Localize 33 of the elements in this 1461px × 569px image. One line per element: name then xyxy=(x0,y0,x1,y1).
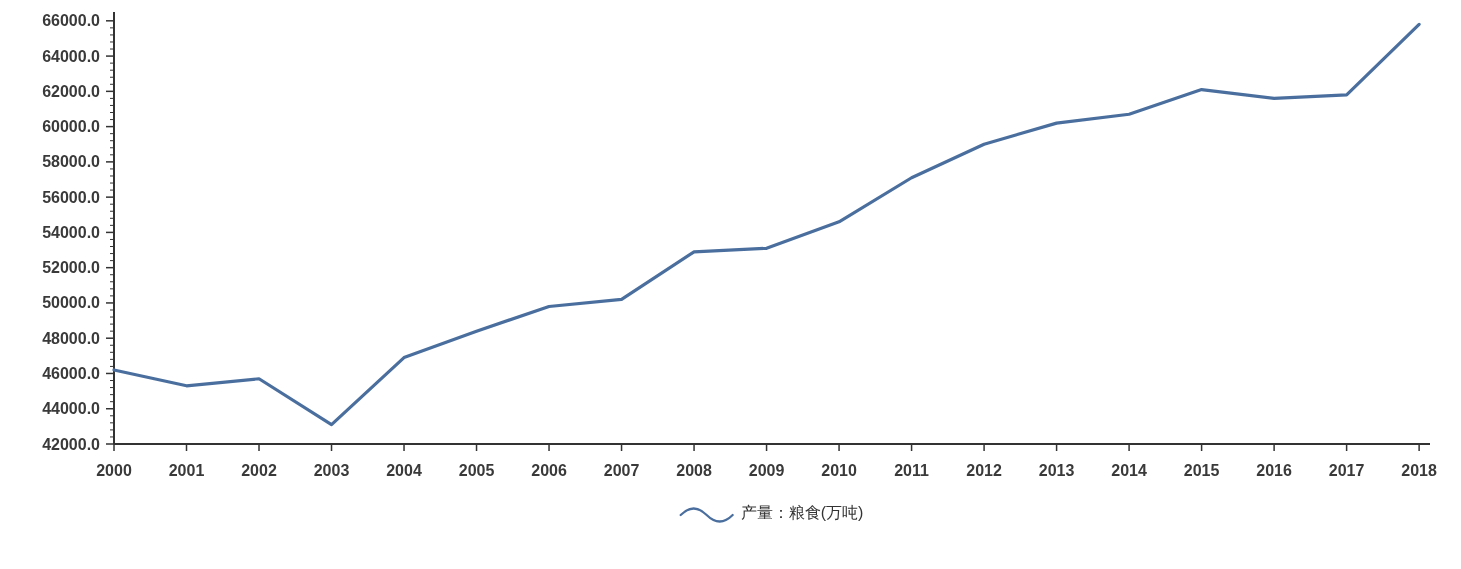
y-tick-label: 42000.0 xyxy=(42,435,100,453)
x-tick-label: 2006 xyxy=(531,462,567,479)
x-tick-label: 2000 xyxy=(96,462,132,479)
x-tick-label: 2015 xyxy=(1183,462,1220,479)
x-tick-label: 2017 xyxy=(1328,462,1365,479)
y-tick-label: 50000.0 xyxy=(42,294,100,312)
x-tick-label: 2016 xyxy=(1256,462,1292,479)
x-tick-label: 2009 xyxy=(748,462,785,479)
x-tick-label: 2010 xyxy=(821,462,857,479)
y-tick-label: 60000.0 xyxy=(42,118,100,136)
y-tick-label: 44000.0 xyxy=(42,400,100,418)
x-tick-label: 2004 xyxy=(386,462,422,479)
x-tick-label: 2011 xyxy=(894,462,929,479)
y-tick-label: 48000.0 xyxy=(42,329,100,347)
x-tick-label: 2005 xyxy=(458,462,495,479)
y-tick-label: 64000.0 xyxy=(42,47,100,65)
y-tick-label: 56000.0 xyxy=(42,188,100,206)
y-tick-label: 46000.0 xyxy=(42,364,100,382)
x-tick-label: 2012 xyxy=(966,462,1002,479)
x-tick-label: 2008 xyxy=(676,462,712,479)
y-tick-label: 62000.0 xyxy=(42,82,100,100)
x-tick-label: 2013 xyxy=(1038,462,1075,479)
y-tick-label: 54000.0 xyxy=(42,223,100,241)
x-tick-label: 2007 xyxy=(603,462,640,479)
y-tick-label: 66000.0 xyxy=(42,12,100,30)
x-tick-label: 2001 xyxy=(168,462,205,479)
x-tick-label: 2003 xyxy=(313,462,350,479)
x-tick-label: 2014 xyxy=(1111,462,1147,479)
y-tick-label: 58000.0 xyxy=(42,153,100,171)
x-tick-label: 2002 xyxy=(241,462,277,479)
y-tick-label: 52000.0 xyxy=(42,259,100,277)
legend-label: 产量：粮食(万吨) xyxy=(740,504,864,521)
x-tick-label: 2018 xyxy=(1401,462,1437,479)
